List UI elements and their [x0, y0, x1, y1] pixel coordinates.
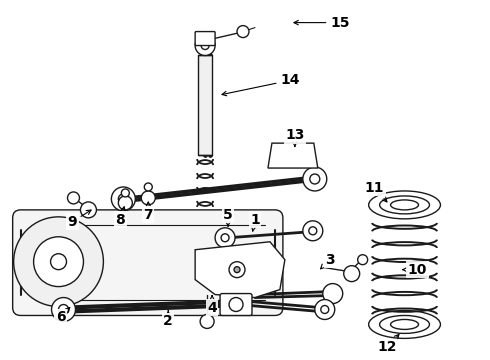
Ellipse shape [368, 191, 441, 219]
Text: 5: 5 [223, 208, 233, 226]
Circle shape [343, 266, 360, 282]
Text: 15: 15 [294, 15, 349, 30]
Circle shape [68, 192, 79, 204]
FancyBboxPatch shape [195, 32, 215, 45]
Text: 6: 6 [56, 307, 70, 324]
Circle shape [229, 298, 243, 311]
Circle shape [237, 26, 249, 37]
FancyBboxPatch shape [220, 293, 252, 315]
Text: 8: 8 [116, 207, 125, 227]
Circle shape [234, 267, 240, 273]
Circle shape [310, 174, 320, 184]
Text: 9: 9 [68, 210, 91, 229]
Text: 11: 11 [365, 181, 387, 202]
Text: 10: 10 [403, 263, 427, 276]
Circle shape [200, 315, 214, 328]
Ellipse shape [368, 310, 441, 338]
Circle shape [14, 217, 103, 306]
Circle shape [119, 194, 128, 204]
Ellipse shape [391, 200, 418, 210]
Text: 3: 3 [320, 253, 335, 269]
Circle shape [58, 305, 69, 315]
Ellipse shape [391, 319, 418, 329]
Text: 1: 1 [250, 213, 260, 231]
Circle shape [221, 234, 229, 242]
Circle shape [195, 36, 215, 55]
Text: 13: 13 [285, 128, 305, 147]
Circle shape [119, 196, 132, 210]
Circle shape [315, 300, 335, 319]
Text: 14: 14 [222, 73, 299, 96]
Circle shape [111, 187, 135, 211]
Circle shape [303, 167, 327, 191]
Circle shape [323, 284, 343, 303]
Circle shape [229, 262, 245, 278]
Text: 2: 2 [163, 310, 173, 328]
Circle shape [201, 41, 209, 50]
Polygon shape [195, 242, 285, 298]
Circle shape [51, 298, 75, 321]
Circle shape [34, 237, 83, 287]
Bar [198, 55, 212, 155]
Text: 12: 12 [378, 334, 399, 354]
Text: 7: 7 [144, 202, 153, 222]
Circle shape [144, 183, 152, 191]
Circle shape [215, 228, 235, 248]
Text: 4: 4 [207, 296, 217, 315]
FancyBboxPatch shape [13, 210, 283, 315]
Circle shape [309, 227, 317, 235]
Circle shape [303, 221, 323, 241]
Circle shape [141, 191, 155, 205]
Circle shape [358, 255, 368, 265]
Circle shape [321, 306, 329, 314]
Circle shape [50, 254, 67, 270]
Polygon shape [268, 143, 318, 168]
Circle shape [122, 189, 129, 197]
Ellipse shape [380, 196, 429, 214]
Ellipse shape [380, 315, 429, 333]
Circle shape [80, 202, 97, 218]
